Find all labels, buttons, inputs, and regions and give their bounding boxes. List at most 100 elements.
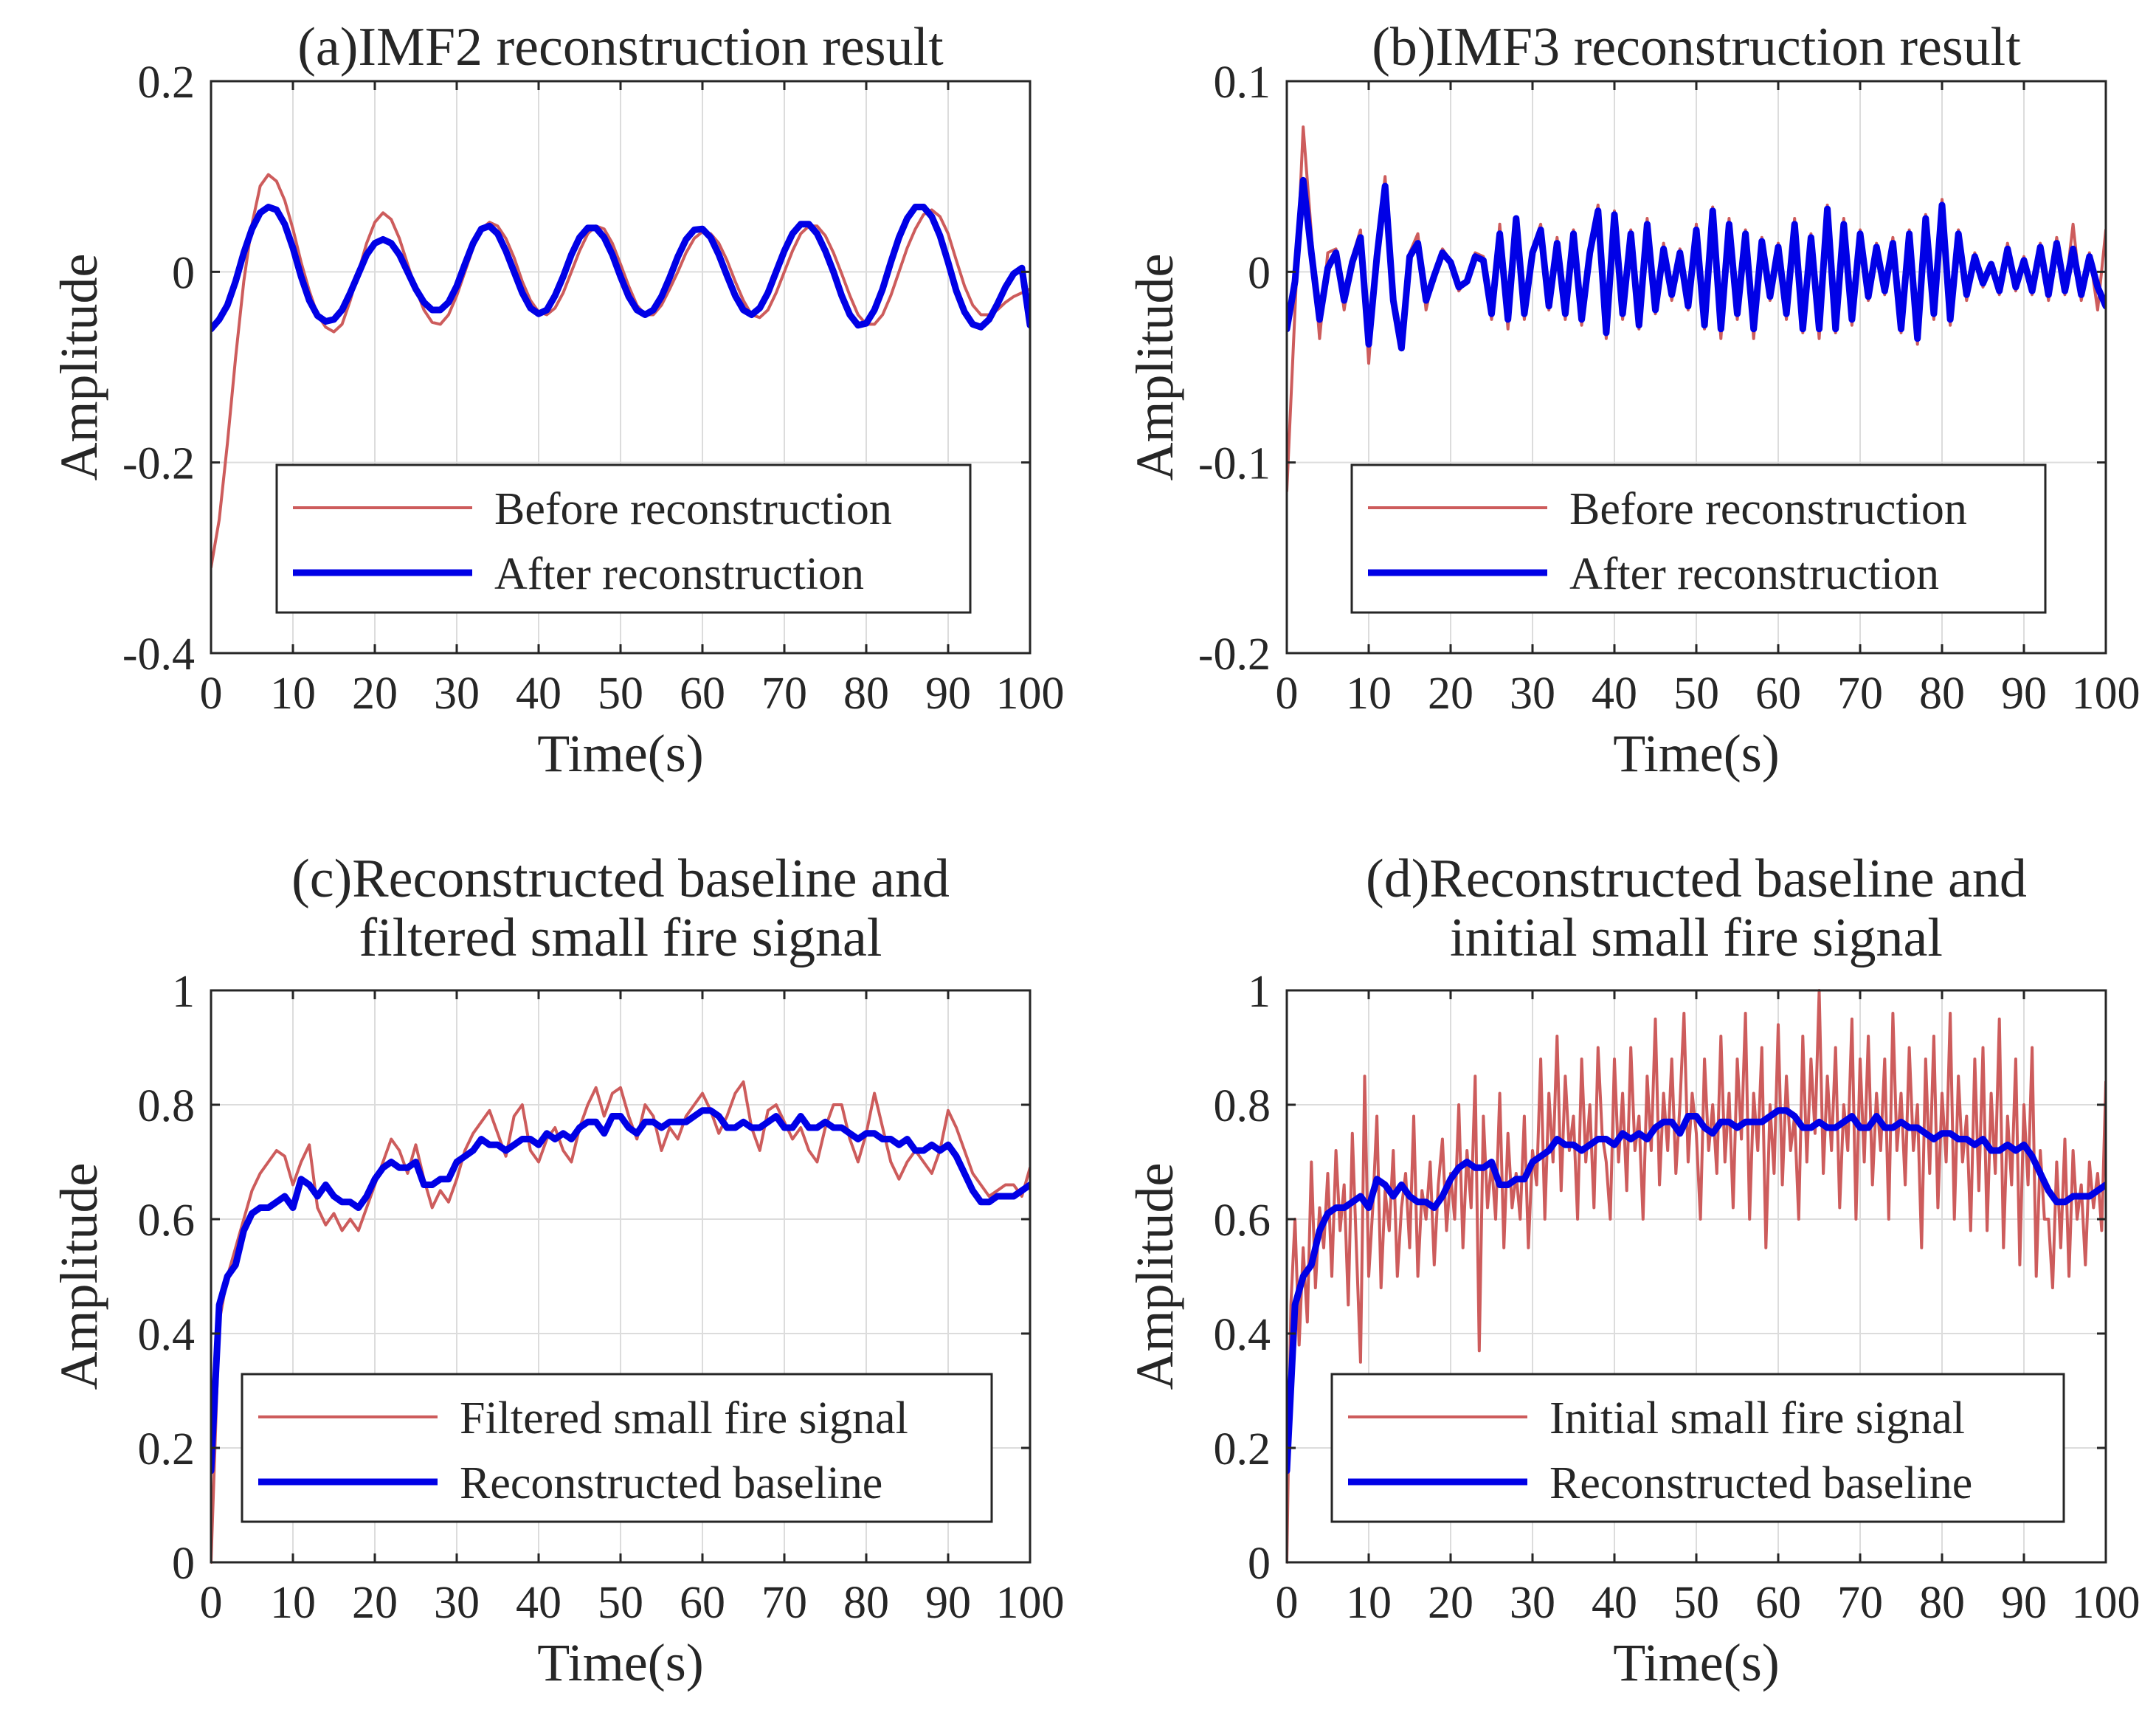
- y-tick-label: 0: [1248, 248, 1271, 298]
- series-line-blue: [1287, 1107, 2106, 1474]
- x-tick-label: 80: [843, 669, 889, 719]
- legend-label: After reconstruction: [1569, 549, 1939, 599]
- chart-title: filtered small fire signal: [359, 908, 882, 968]
- series-line-red: [211, 1080, 1030, 1564]
- x-tick-label: 40: [516, 1578, 562, 1628]
- y-tick-label: 1: [172, 967, 195, 1017]
- series-line-blue: [1287, 176, 2106, 352]
- x-tick-label: 60: [680, 669, 725, 719]
- y-tick-label: 0.6: [1214, 1196, 1271, 1246]
- x-tick-label: 30: [1510, 1578, 1555, 1628]
- x-tick-label: 50: [1673, 669, 1719, 719]
- panel-b: 0 10 20 30 40 50 60 70 80 90 100 -0.2 -0.1 0 0.1 Time(s…: [1125, 17, 2141, 783]
- x-tick-label: 100: [996, 1578, 1065, 1628]
- x-tick-label: 0: [200, 669, 223, 719]
- x-tick-label: 10: [270, 669, 316, 719]
- x-tick-label: 100: [996, 669, 1065, 719]
- x-tick-label: 40: [1592, 1578, 1637, 1628]
- y-tick-label: 0: [172, 248, 195, 298]
- x-tick-label: 100: [2072, 1578, 2141, 1628]
- chart-title: (d)Reconstructed baseline and: [1366, 849, 2027, 909]
- y-tick-label: 1: [1248, 967, 1271, 1017]
- x-tick-label: 50: [1673, 1578, 1719, 1628]
- y-tick-label: 0.2: [138, 1424, 196, 1474]
- x-tick-label: 20: [352, 1578, 398, 1628]
- x-tick-label: 20: [1428, 1578, 1473, 1628]
- x-tick-label: 70: [761, 1578, 807, 1628]
- series-line-red: [211, 173, 1030, 569]
- x-tick-label: 80: [1919, 669, 1965, 719]
- legend: Before reconstruction After reconstructio…: [275, 463, 972, 614]
- x-tick-label: 60: [1755, 1578, 1801, 1628]
- x-tick-label: 10: [1346, 669, 1392, 719]
- x-tick-label: 20: [1428, 669, 1473, 719]
- y-tick-label: 0: [172, 1539, 195, 1589]
- y-tick-label: 0.6: [138, 1196, 196, 1246]
- legend-box: [241, 1373, 993, 1523]
- x-tick-label: 70: [1837, 669, 1883, 719]
- x-tick-label: 30: [1510, 669, 1555, 719]
- x-tick-label: 50: [598, 669, 643, 719]
- legend-label: Before reconstruction: [494, 484, 892, 534]
- chart-title: (a)IMF2 reconstruction result: [297, 17, 944, 77]
- x-tick-label: 40: [516, 669, 562, 719]
- chart-title: (c)Reconstructed baseline and: [291, 849, 950, 909]
- x-tick-label: 90: [2001, 1578, 2047, 1628]
- x-tick-label: 100: [2072, 669, 2141, 719]
- panel-c: 0 10 20 30 40 50 60 70 80 90 100 0 0.2 0.4 0.6 0.8 1 Time…: [49, 849, 1065, 1692]
- x-tick-label: 70: [761, 669, 807, 719]
- legend-box: [1350, 463, 2047, 614]
- y-tick-label: 0.4: [138, 1310, 196, 1360]
- legend-box: [1330, 1373, 2065, 1523]
- x-tick-label: 90: [2001, 669, 2047, 719]
- x-tick-label: 30: [434, 1578, 480, 1628]
- y-tick-label: -0.2: [1198, 630, 1271, 680]
- series-line-blue: [211, 204, 1030, 333]
- legend: Before reconstruction After reconstructio…: [1350, 463, 2047, 614]
- y-tick-label: -0.2: [122, 439, 195, 489]
- y-tick-label: 0.2: [138, 58, 196, 108]
- y-axis-label: Amplitude: [1125, 254, 1184, 481]
- y-tick-label: -0.1: [1198, 439, 1271, 489]
- x-tick-label: 90: [925, 1578, 971, 1628]
- x-tick-label: 70: [1837, 1578, 1883, 1628]
- legend-label: Reconstructed baseline: [460, 1458, 882, 1508]
- x-tick-label: 50: [598, 1578, 643, 1628]
- x-tick-label: 80: [843, 1578, 889, 1628]
- legend-label: Filtered small fire signal: [460, 1393, 908, 1443]
- y-tick-label: 0: [1248, 1539, 1271, 1589]
- chart-title: (b)IMF3 reconstruction result: [1372, 17, 2021, 77]
- x-tick-label: 20: [352, 669, 398, 719]
- x-tick-label: 10: [270, 1578, 316, 1628]
- y-tick-label: 0.8: [138, 1081, 196, 1131]
- y-tick-label: 0.4: [1214, 1310, 1271, 1360]
- x-tick-label: 10: [1346, 1578, 1392, 1628]
- y-axis-label: Amplitude: [49, 254, 108, 481]
- chart-title: initial small fire signal: [1450, 908, 1943, 968]
- x-tick-label: 30: [434, 669, 480, 719]
- x-axis-label: Time(s): [537, 1633, 703, 1692]
- x-axis-label: Time(s): [1613, 1633, 1779, 1692]
- y-axis-label: Amplitude: [1125, 1163, 1184, 1390]
- x-axis-label: Time(s): [537, 724, 703, 783]
- x-tick-label: 90: [925, 669, 971, 719]
- x-tick-label: 0: [200, 1578, 223, 1628]
- y-tick-label: 0.8: [1214, 1081, 1271, 1131]
- series-line-blue: [211, 1107, 1030, 1474]
- legend-label: Initial small fire signal: [1549, 1393, 1965, 1443]
- legend-box: [275, 463, 972, 614]
- y-tick-label: 0.1: [1214, 58, 1271, 108]
- legend: Initial small fire signal Reconstructed b…: [1330, 1373, 2065, 1523]
- y-axis-label: Amplitude: [49, 1163, 108, 1390]
- panel-d: 0 10 20 30 40 50 60 70 80 90 100 0 0.2 0.4 0.6 0.8 1 Time…: [1125, 849, 2141, 1692]
- y-tick-label: 0.2: [1214, 1424, 1271, 1474]
- x-tick-label: 40: [1592, 669, 1637, 719]
- x-tick-label: 60: [1755, 669, 1801, 719]
- x-axis-label: Time(s): [1613, 724, 1779, 783]
- x-tick-label: 0: [1276, 1578, 1299, 1628]
- legend-label: After reconstruction: [494, 549, 864, 599]
- panel-a: 0 10 20 30 40 50 60 70 80 90 100 -0.4 -0.2 0 0.2 Time(s…: [49, 17, 1065, 783]
- x-tick-label: 60: [680, 1578, 725, 1628]
- legend: Filtered small fire signal Reconstructed …: [241, 1373, 993, 1523]
